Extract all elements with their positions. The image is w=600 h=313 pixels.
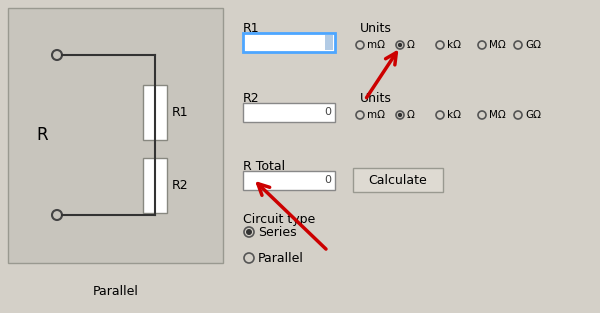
- Text: R Total: R Total: [243, 160, 285, 173]
- FancyBboxPatch shape: [243, 33, 335, 52]
- Text: 0: 0: [324, 107, 331, 117]
- FancyBboxPatch shape: [143, 158, 167, 213]
- Text: Parallel: Parallel: [92, 285, 139, 298]
- Text: kΩ: kΩ: [447, 110, 461, 120]
- Circle shape: [398, 43, 402, 47]
- Text: GΩ: GΩ: [525, 110, 541, 120]
- Text: Circuit type: Circuit type: [243, 213, 315, 226]
- Text: Calculate: Calculate: [368, 173, 427, 187]
- Text: R1: R1: [172, 106, 188, 119]
- Text: GΩ: GΩ: [525, 40, 541, 50]
- Text: Series: Series: [258, 225, 296, 239]
- Text: mΩ: mΩ: [367, 40, 385, 50]
- Text: Ω: Ω: [407, 110, 415, 120]
- Text: R2: R2: [243, 92, 260, 105]
- Text: Ω: Ω: [407, 40, 415, 50]
- Text: R2: R2: [172, 179, 188, 192]
- Text: R1: R1: [243, 22, 260, 35]
- Text: MΩ: MΩ: [489, 110, 506, 120]
- FancyBboxPatch shape: [353, 168, 443, 192]
- Text: 0: 0: [324, 175, 331, 185]
- Text: Units: Units: [360, 92, 392, 105]
- Text: MΩ: MΩ: [489, 40, 506, 50]
- FancyBboxPatch shape: [143, 85, 167, 140]
- Text: Parallel: Parallel: [258, 252, 304, 264]
- Text: mΩ: mΩ: [367, 110, 385, 120]
- FancyBboxPatch shape: [243, 171, 335, 190]
- Circle shape: [398, 113, 402, 117]
- FancyBboxPatch shape: [8, 8, 223, 263]
- Text: kΩ: kΩ: [447, 40, 461, 50]
- FancyBboxPatch shape: [325, 35, 333, 50]
- Circle shape: [246, 229, 252, 235]
- Text: Units: Units: [360, 22, 392, 35]
- Text: R: R: [36, 126, 47, 145]
- FancyBboxPatch shape: [243, 103, 335, 122]
